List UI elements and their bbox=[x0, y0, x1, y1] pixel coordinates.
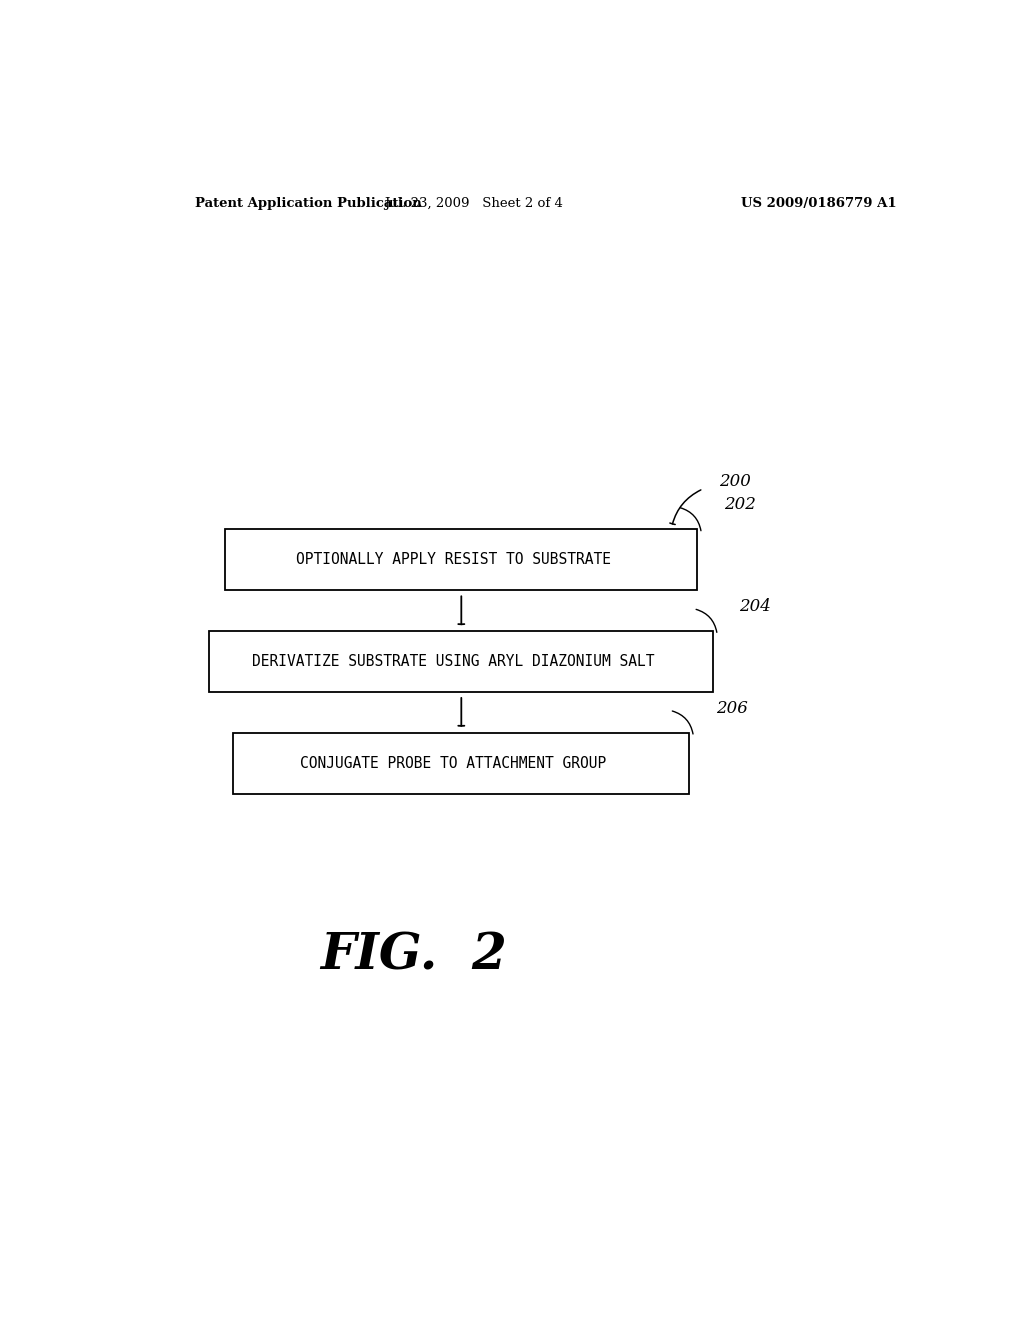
Text: Patent Application Publication: Patent Application Publication bbox=[196, 197, 422, 210]
FancyBboxPatch shape bbox=[209, 631, 714, 692]
Text: OPTIONALLY APPLY RESIST TO SUBSTRATE: OPTIONALLY APPLY RESIST TO SUBSTRATE bbox=[296, 552, 611, 568]
Text: FIG.  2: FIG. 2 bbox=[321, 932, 507, 981]
FancyBboxPatch shape bbox=[225, 529, 697, 590]
Text: US 2009/0186779 A1: US 2009/0186779 A1 bbox=[740, 197, 896, 210]
Text: Jul. 23, 2009   Sheet 2 of 4: Jul. 23, 2009 Sheet 2 of 4 bbox=[384, 197, 562, 210]
Text: DERIVATIZE SUBSTRATE USING ARYL DIAZONIUM SALT: DERIVATIZE SUBSTRATE USING ARYL DIAZONIU… bbox=[252, 653, 654, 669]
FancyBboxPatch shape bbox=[233, 733, 689, 793]
Text: 206: 206 bbox=[716, 700, 748, 717]
Text: 202: 202 bbox=[724, 496, 756, 513]
Text: 204: 204 bbox=[739, 598, 771, 615]
Text: CONJUGATE PROBE TO ATTACHMENT GROUP: CONJUGATE PROBE TO ATTACHMENT GROUP bbox=[300, 755, 606, 771]
Text: 200: 200 bbox=[719, 473, 752, 490]
